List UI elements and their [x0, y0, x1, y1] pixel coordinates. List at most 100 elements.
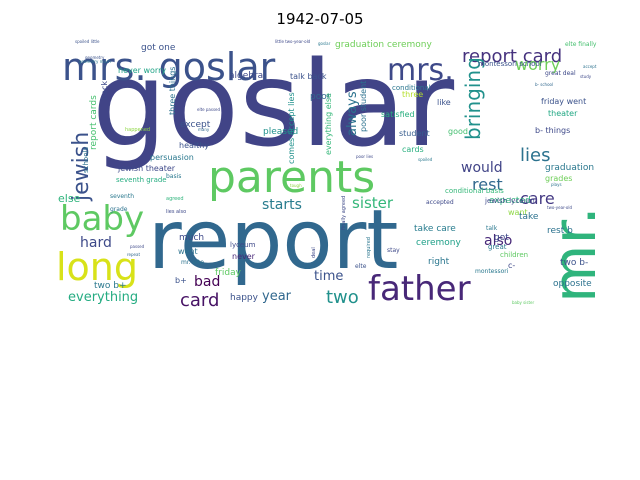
- cloud-word: grades: [545, 174, 572, 183]
- cloud-word: time: [314, 269, 343, 284]
- cloud-word: talk back: [290, 72, 327, 81]
- cloud-word: mrs. goslar: [62, 45, 276, 89]
- cloud-word: great deal: [545, 70, 576, 77]
- cloud-word: accepted: [426, 199, 454, 206]
- cloud-word: seventh: [110, 193, 134, 200]
- cloud-word: starts: [262, 197, 302, 213]
- cloud-word: goslar: [92, 35, 455, 173]
- cloud-word: student: [399, 129, 430, 138]
- cloud-word: mrs.: [387, 53, 454, 88]
- cloud-word: graduation ceremony: [335, 40, 432, 50]
- cloud-word: study: [580, 74, 592, 79]
- cloud-word: ceremony: [416, 238, 462, 248]
- cloud-word: three: [402, 90, 423, 99]
- cloud-word: c-: [508, 261, 515, 270]
- cloud-word: geometry much: [79, 59, 111, 64]
- cloud-word: great: [488, 243, 507, 251]
- cloud-word: stay: [387, 247, 400, 254]
- cloud-word: satisfied: [381, 110, 415, 119]
- cloud-word: montessori: [475, 268, 509, 275]
- cloud-word: two b+: [94, 281, 127, 291]
- cloud-word: geometry: [85, 55, 105, 60]
- cloud-word: right: [428, 257, 450, 267]
- cloud-word: rest b: [547, 226, 573, 236]
- cloud-word: opposite: [553, 279, 592, 289]
- cloud-word: got one: [141, 43, 176, 53]
- cloud-word: friday: [215, 268, 242, 278]
- cloud-word: take care: [414, 224, 456, 234]
- cloud-word: back: [100, 81, 109, 100]
- cloud-word: poor student: [359, 81, 368, 132]
- cloud-word: b- things: [535, 126, 570, 135]
- cloud-word: required: [366, 237, 372, 258]
- cloud-word: always: [345, 91, 360, 136]
- cloud-word: comes accept lies: [287, 92, 296, 164]
- cloud-word: seventh grade: [116, 176, 167, 184]
- cloud-word: mr. elte: [181, 259, 204, 266]
- cloud-word: passed: [130, 244, 145, 249]
- cloud-word: conditional basis: [445, 187, 504, 195]
- cloud-word: agreed: [166, 196, 184, 202]
- cloud-word: report: [148, 193, 398, 288]
- cloud-word: parents: [208, 152, 375, 203]
- cloud-word: talk: [486, 225, 498, 232]
- cloud-word: schools: [82, 147, 90, 173]
- cloud-word: algebra: [229, 71, 263, 81]
- cloud-word: grade: [110, 206, 128, 213]
- cloud-word: bringing: [461, 57, 485, 140]
- cloud-word: report card: [462, 46, 562, 67]
- cloud-word: everything else: [324, 93, 333, 155]
- cloud-word: montessori school: [478, 60, 542, 68]
- cloud-word: bad: [194, 274, 220, 290]
- cloud-word: worry: [515, 55, 560, 74]
- cloud-word: except: [180, 120, 211, 130]
- cloud-word: conditional: [392, 84, 431, 92]
- cloud-word: never worry: [118, 66, 166, 75]
- cloud-word: jewish theater: [117, 164, 176, 173]
- word-group: goslar report mr. parents mrs. goslar father l…: [56, 35, 610, 311]
- cloud-word: went: [178, 247, 198, 256]
- cloud-word: want: [508, 208, 528, 217]
- cloud-word: happy: [230, 293, 259, 303]
- cloud-word: finally agreed: [341, 196, 347, 230]
- cloud-word: baby sister: [512, 300, 534, 305]
- cloud-word: spoiled little: [75, 39, 100, 44]
- cloud-word: two: [326, 287, 359, 308]
- cloud-word: many: [198, 127, 210, 132]
- cloud-word: elte: [355, 263, 367, 270]
- cloud-word: little two-year-old: [275, 39, 311, 44]
- cloud-word: repeat: [127, 252, 140, 257]
- cloud-word: also: [484, 233, 512, 249]
- cloud-word: report cards: [89, 95, 99, 150]
- cloud-word: three things: [168, 67, 177, 115]
- cloud-word: would: [461, 160, 503, 176]
- cloud-word: accept: [583, 64, 597, 69]
- cloud-word: jewish lyceum: [484, 197, 535, 205]
- cloud-word: much: [179, 233, 204, 243]
- cloud-word: spoiled: [418, 157, 433, 162]
- cloud-word: b+: [175, 276, 187, 285]
- cloud-word: tough: [290, 183, 302, 188]
- cloud-word: elte finally: [565, 41, 597, 48]
- cloud-word: year: [262, 289, 292, 304]
- cloud-word: friday went: [541, 97, 586, 106]
- cloud-word: two b-: [560, 258, 588, 268]
- cloud-word: rest: [472, 175, 503, 194]
- cloud-word: children: [500, 251, 528, 259]
- cloud-word: b- school: [535, 82, 553, 87]
- cloud-word: mr.: [540, 206, 610, 303]
- cloud-word: persuasion: [150, 153, 194, 162]
- cloud-word: healthy: [179, 141, 209, 150]
- cloud-word: card: [180, 290, 219, 311]
- cloud-word: poor: [310, 92, 331, 102]
- cloud-word: like: [437, 98, 451, 107]
- cloud-word: else: [58, 192, 81, 205]
- cloud-word: goslar: [318, 41, 331, 46]
- cloud-word: expected: [489, 196, 531, 206]
- cloud-word: deal: [311, 247, 317, 258]
- cloud-word: happened: [125, 127, 150, 133]
- cloud-word: theater: [548, 109, 578, 118]
- cloud-word: lyceum: [230, 241, 256, 249]
- cloud-word: lies also: [166, 209, 186, 215]
